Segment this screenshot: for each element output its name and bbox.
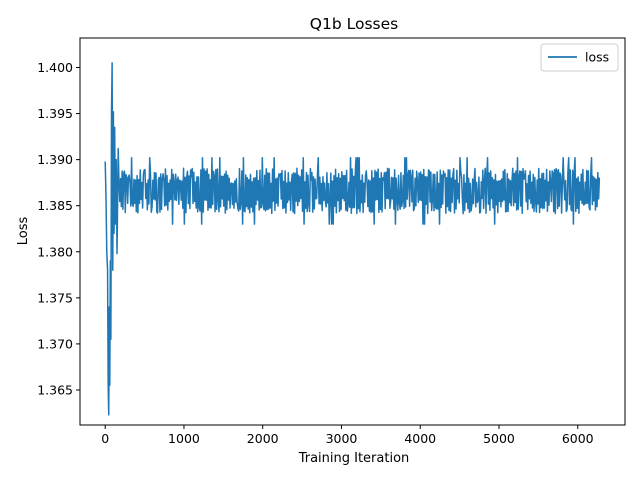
y-tick-label: 1.390 (37, 152, 73, 167)
chart-title: Q1b Losses (310, 15, 398, 33)
x-tick-label: 5000 (483, 431, 515, 446)
x-axis: 0 1000 2000 3000 4000 5000 6000 (101, 425, 594, 446)
y-axis: 1.365 1.370 1.375 1.380 1.385 1.390 1.395 1.400 (37, 60, 80, 397)
y-tick-label: 1.395 (37, 106, 73, 121)
legend-box (540, 43, 619, 72)
x-tick-label: 4000 (404, 431, 436, 446)
x-tick-label: 1000 (168, 431, 200, 446)
x-tick-label: 2000 (247, 431, 279, 446)
loss-series-line (104, 62, 601, 416)
y-tick-label: 1.400 (37, 60, 73, 75)
y-tick-label: 1.380 (37, 244, 73, 259)
x-tick-label: 0 (101, 431, 109, 446)
axes-frame (79, 37, 626, 426)
legend: loss (540, 43, 619, 72)
y-tick-label: 1.385 (37, 198, 73, 213)
legend-label-loss: loss (585, 50, 609, 65)
y-axis-label: Loss (16, 217, 31, 246)
x-tick-label: 3000 (326, 431, 358, 446)
x-tick-label: 6000 (562, 431, 594, 446)
x-axis-label: Training Iteration (298, 451, 410, 466)
y-tick-label: 1.375 (37, 290, 73, 305)
y-tick-label: 1.365 (37, 382, 73, 397)
y-tick-label: 1.370 (37, 336, 73, 351)
plot-area (104, 62, 601, 416)
